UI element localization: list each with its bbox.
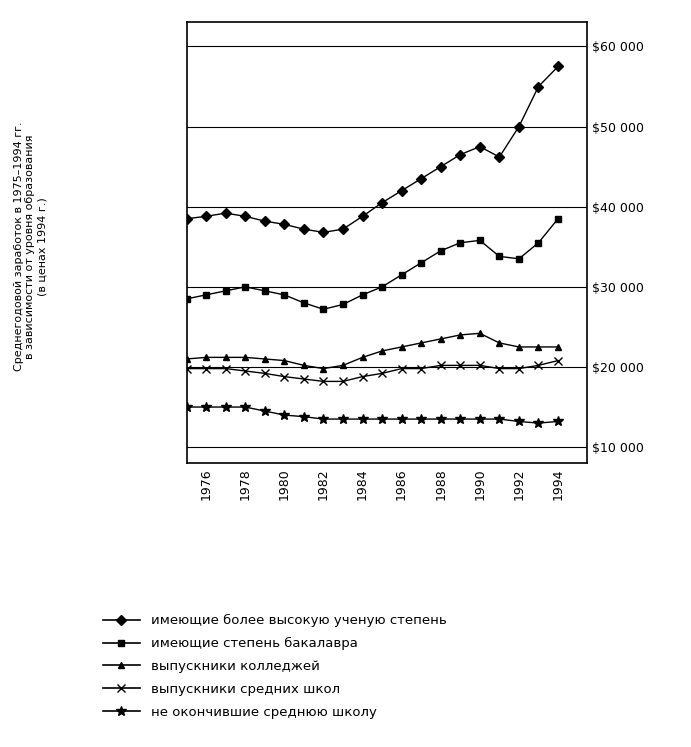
Text: Среднегодовой заработок в 1975–1994 гг.
в зависимости от уровня образования
(в ц: Среднегодовой заработок в 1975–1994 гг. … [14, 122, 47, 371]
Legend: имеющие более высокую ученую степень, имеющие степень бакалавра, выпускники колл: имеющие более высокую ученую степень, им… [97, 607, 453, 725]
